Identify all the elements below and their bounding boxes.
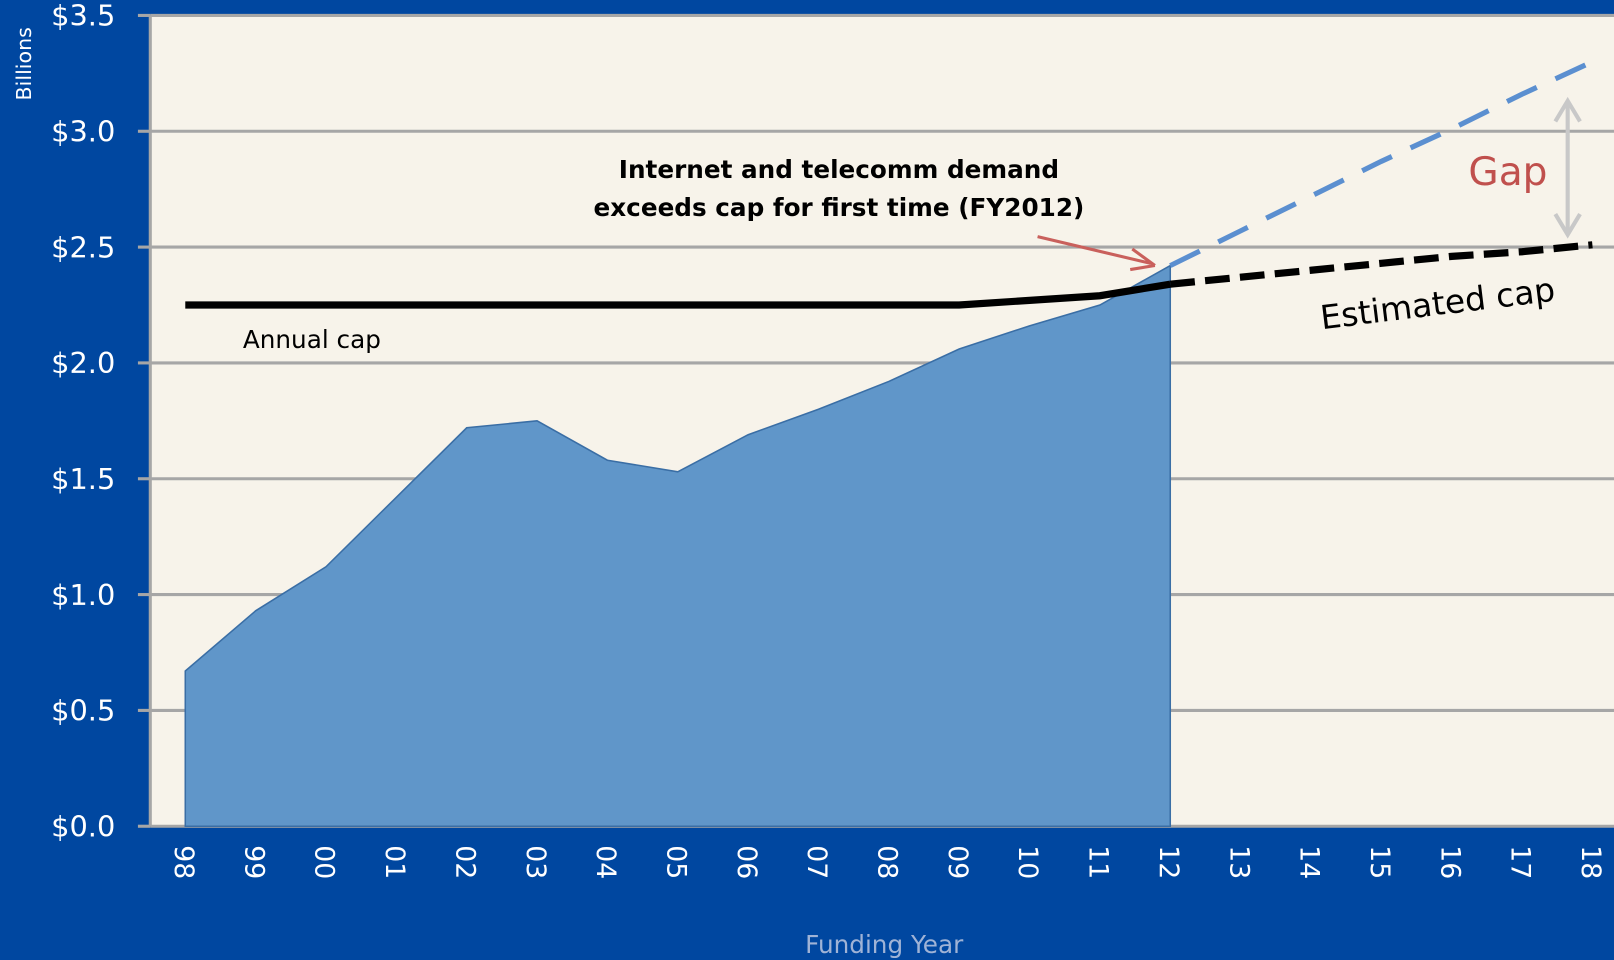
y-tick-label: $0.5 bbox=[51, 694, 115, 728]
x-tick-label: 17 bbox=[1505, 845, 1536, 879]
x-tick-label: 04 bbox=[590, 845, 621, 879]
x-tick-label: 14 bbox=[1294, 845, 1325, 879]
x-tick-label: 16 bbox=[1434, 845, 1465, 879]
y-tick-label: $2.0 bbox=[51, 346, 115, 380]
x-tick-label: 11 bbox=[1083, 845, 1114, 879]
series-label: Annual cap bbox=[243, 325, 381, 354]
x-tick-label: 18 bbox=[1575, 845, 1606, 879]
gap-arrow-head bbox=[1553, 96, 1582, 239]
line bbox=[1169, 241, 1593, 288]
y-tick-label: $2.5 bbox=[51, 230, 115, 264]
area bbox=[184, 264, 1172, 828]
x-tick-label: 12 bbox=[1153, 845, 1184, 879]
x-tick-label: 02 bbox=[449, 845, 480, 879]
x-tick-label: 08 bbox=[872, 845, 903, 879]
y-tick-label: $1.0 bbox=[51, 578, 115, 612]
gap-label: Gap bbox=[1468, 150, 1547, 195]
y-axis-label: Billions bbox=[12, 27, 36, 100]
annotation-arrow bbox=[1037, 235, 1152, 265]
x-tick-label: 00 bbox=[309, 845, 340, 879]
x-tick-label: 98 bbox=[168, 845, 199, 879]
annotation: exceeds cap for first time (FY2012) bbox=[594, 193, 1085, 222]
x-tick-label: 01 bbox=[379, 845, 410, 879]
x-tick-label: 06 bbox=[731, 845, 762, 879]
x-tick-label: 99 bbox=[238, 845, 269, 879]
x-tick-label: 05 bbox=[660, 845, 691, 879]
x-tick-label: 10 bbox=[1012, 845, 1043, 879]
line bbox=[1169, 59, 1594, 268]
y-tick-label: $3.5 bbox=[51, 0, 115, 33]
x-tick-label: 13 bbox=[1223, 845, 1254, 879]
x-axis-label: Funding Year bbox=[805, 930, 964, 959]
line bbox=[185, 280, 1171, 309]
x-tick-label: 09 bbox=[942, 845, 973, 879]
y-tick-label: $3.0 bbox=[51, 115, 115, 149]
x-tick-label: 15 bbox=[1364, 845, 1395, 879]
arrow-head bbox=[1129, 247, 1156, 272]
x-tick-label: 03 bbox=[520, 845, 551, 879]
annotation: Internet and telecomm demand bbox=[619, 155, 1059, 184]
y-tick-label: $1.5 bbox=[51, 462, 115, 496]
x-tick-label: 07 bbox=[801, 845, 832, 879]
y-tick-label: $0.0 bbox=[51, 810, 115, 844]
